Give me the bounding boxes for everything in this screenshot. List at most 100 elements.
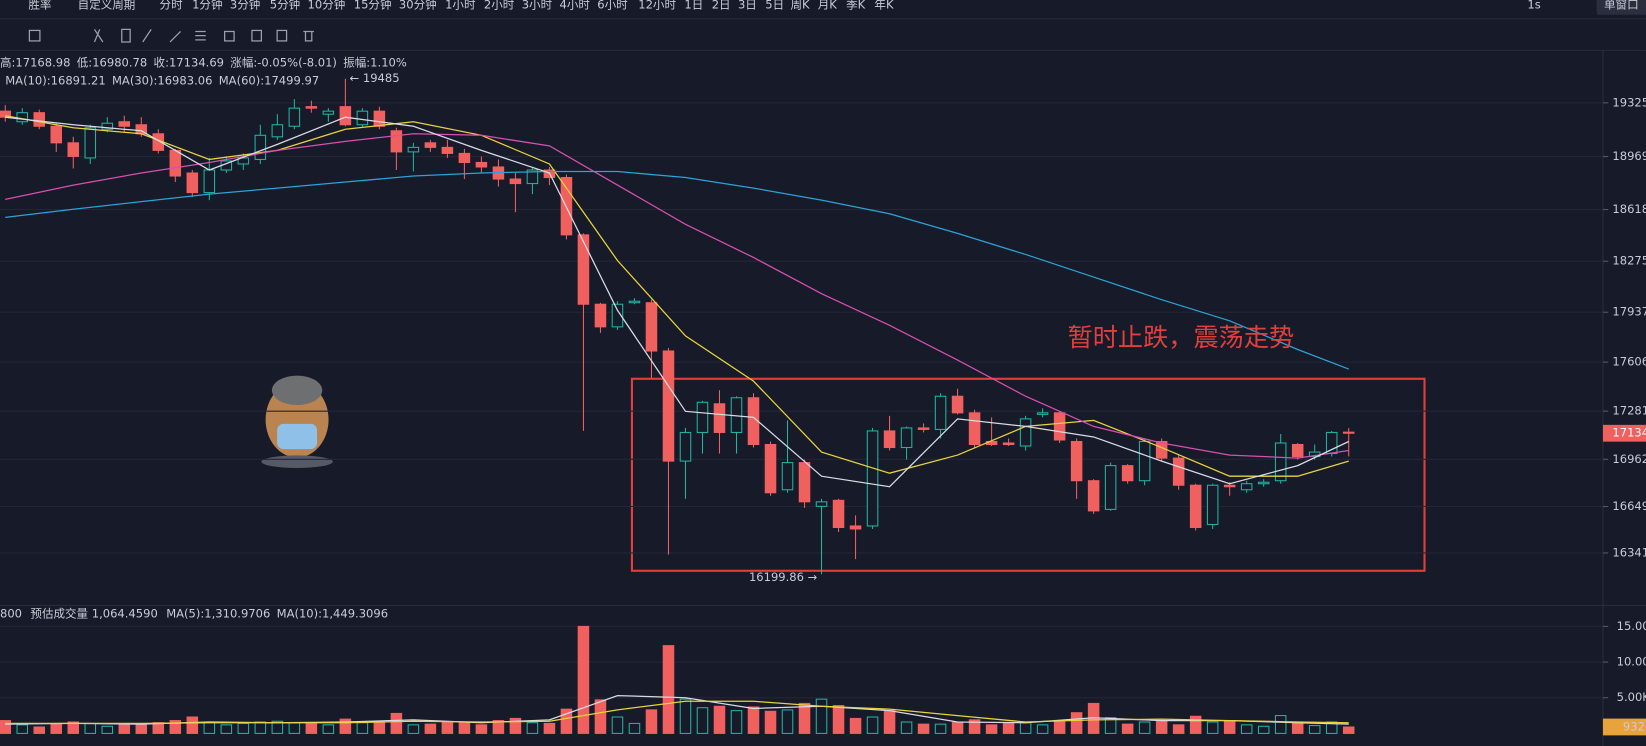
candle-body (781, 462, 794, 491)
volume-bar (696, 707, 709, 734)
toolbar-button[interactable]: 自定义周期 (78, 0, 136, 12)
period-button[interactable]: 12小时 (638, 0, 676, 12)
tool-icon[interactable] (303, 30, 314, 42)
period-button[interactable]: 季K (846, 0, 866, 12)
volume-bar (390, 712, 403, 734)
candle-body (900, 427, 913, 449)
tool-icon[interactable] (251, 29, 263, 42)
tool-icon[interactable] (195, 30, 206, 41)
volume-bar (730, 710, 743, 734)
period-button[interactable]: 周K (790, 0, 810, 12)
period-button[interactable]: 分时 (160, 0, 184, 12)
volume-bar (679, 698, 692, 734)
tool-icon[interactable] (142, 29, 152, 43)
candle-body (424, 142, 437, 148)
mascot (261, 375, 333, 468)
toolbar-button[interactable]: 胜率 (28, 0, 51, 12)
candle-body (254, 134, 267, 160)
tool-icon[interactable] (28, 29, 41, 42)
y-tick-label: 18618. (1612, 202, 1646, 216)
info-label: 涨幅: (230, 55, 257, 69)
period-button[interactable]: 5日 (765, 0, 784, 12)
y-tick-label: 17937. (1612, 305, 1646, 319)
ma-line (5, 116, 1349, 488)
candle-body (84, 127, 97, 159)
period-button[interactable]: 3小时 (522, 0, 553, 12)
info-label: 低: (77, 55, 92, 69)
y-tick-label: 17606. (1612, 355, 1646, 369)
volume-bar (458, 722, 471, 734)
volume-bar (798, 702, 811, 734)
tool-icon[interactable] (224, 30, 235, 42)
ma-line (5, 133, 1349, 459)
volume-bar (169, 720, 182, 734)
volume-info: 800 (0, 606, 22, 620)
volume-bar (33, 726, 46, 734)
volume-bar (611, 716, 624, 734)
candle-body (968, 412, 981, 446)
volume-bar (832, 705, 845, 734)
candle-body (305, 106, 318, 109)
candle-body (509, 178, 522, 185)
candle-body (832, 499, 845, 528)
period-button[interactable]: 1日 (684, 0, 703, 12)
volume-bar (1308, 725, 1321, 734)
period-button[interactable]: 10分钟 (308, 0, 346, 12)
candle-body (33, 112, 46, 127)
candle-body (373, 110, 386, 127)
period-button[interactable]: 15分钟 (354, 0, 392, 12)
tool-icon[interactable] (276, 29, 288, 42)
period-button[interactable]: 月K (818, 0, 838, 12)
candle-body (713, 403, 726, 433)
y-tick-label: 18969. (1612, 149, 1646, 163)
candle-body (645, 302, 658, 352)
price-tag-bg (1602, 424, 1646, 442)
speed-button[interactable]: 1s (1527, 0, 1540, 12)
volume-bar (1036, 724, 1049, 734)
candle-body (1274, 442, 1287, 482)
period-button[interactable]: 30分钟 (399, 0, 437, 12)
ma-line (5, 170, 1349, 370)
volume-bar (1240, 724, 1253, 734)
volume-bar (186, 716, 199, 734)
price-tag: 17134. (1612, 426, 1646, 440)
tool-icon[interactable] (169, 31, 182, 43)
period-button[interactable]: 1小时 (445, 0, 476, 12)
candle-body (1019, 418, 1032, 447)
tool-icon[interactable] (93, 29, 104, 43)
volume-bar (866, 716, 879, 734)
window-button[interactable]: 单窗口 (1604, 0, 1639, 12)
period-button[interactable]: 4小时 (560, 0, 591, 12)
candle-body (475, 161, 488, 168)
legend-entry: MA(5):1,310.9706 (166, 606, 270, 620)
period-button[interactable]: 6小时 (597, 0, 628, 12)
candle-body (356, 110, 369, 126)
period-button[interactable]: 1分钟 (192, 0, 222, 12)
candle-body (1002, 442, 1015, 446)
volume-bar (101, 725, 114, 734)
volume-bar (237, 722, 250, 734)
volume-bar (135, 723, 148, 734)
volume-bar (373, 721, 386, 734)
period-button[interactable]: 5分钟 (270, 0, 300, 12)
period-button[interactable]: 年K (874, 0, 894, 12)
period-button[interactable]: 2日 (712, 0, 731, 12)
volume-bar (594, 699, 607, 734)
volume-bar (16, 724, 29, 734)
candle-body (322, 110, 335, 115)
candle-body (271, 124, 284, 138)
candle-body (458, 152, 471, 163)
volume-bar (1257, 725, 1270, 734)
candle-body (1070, 440, 1083, 482)
candle-body (594, 303, 607, 328)
candle-body (611, 303, 624, 328)
candle-body (237, 157, 250, 165)
candle-body (203, 169, 216, 194)
tool-icon[interactable] (121, 28, 131, 43)
period-button[interactable]: 3日 (738, 0, 757, 12)
period-button[interactable]: 2小时 (484, 0, 515, 12)
period-button[interactable]: 3分钟 (230, 0, 260, 12)
candle-body (186, 172, 199, 194)
candle-body (934, 395, 947, 430)
